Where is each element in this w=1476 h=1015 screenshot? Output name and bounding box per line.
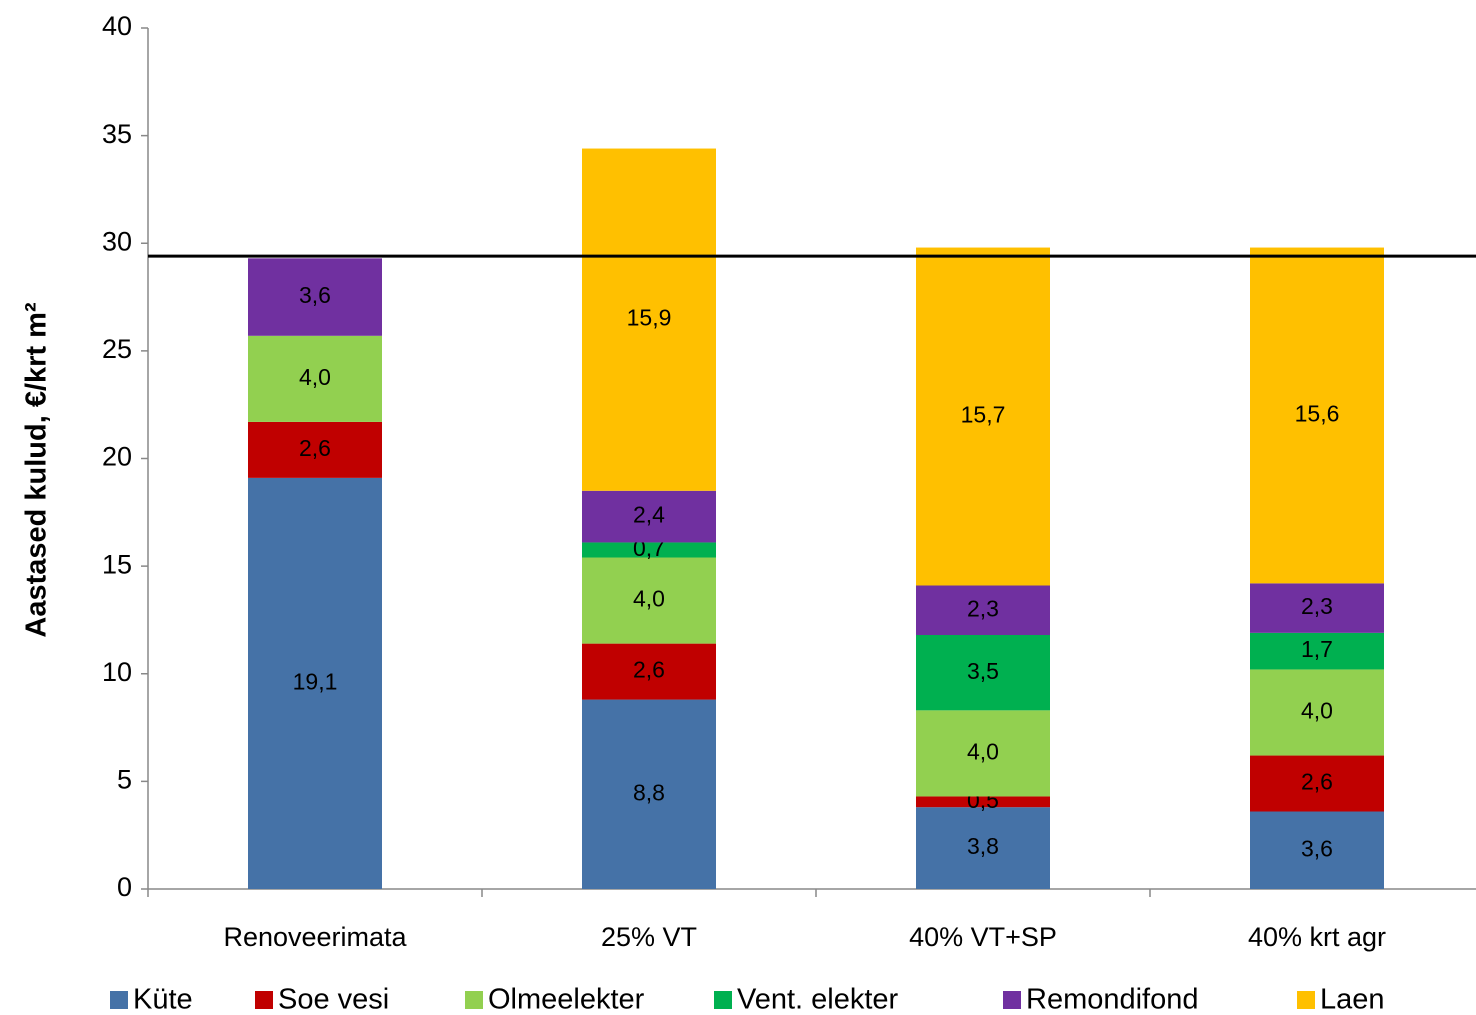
- legend-label: Vent. elekter: [737, 984, 899, 1015]
- bar-segment: [916, 635, 1050, 711]
- bar-segment: [248, 335, 382, 422]
- value-label: 2,3: [1301, 593, 1333, 619]
- y-tick-label: 10: [102, 657, 132, 687]
- legend-swatch: [110, 991, 128, 1009]
- legend-label: Küte: [133, 984, 193, 1015]
- bar-segment: [582, 643, 716, 700]
- legend-swatch: [1003, 991, 1021, 1009]
- y-tick-label: 20: [102, 442, 132, 472]
- bar-segment: [1250, 632, 1384, 670]
- value-label: 4,0: [967, 738, 999, 764]
- y-tick-label: 35: [102, 119, 132, 149]
- value-label: 3,6: [299, 282, 331, 308]
- bar-segment: [1250, 755, 1384, 812]
- bar-segment: [1250, 247, 1384, 584]
- x-tick-label: Renoveerimata: [223, 922, 407, 952]
- bar-segment: [582, 490, 716, 543]
- bar-segment: [582, 557, 716, 644]
- value-label: 4,0: [1301, 698, 1333, 724]
- value-label: 8,8: [633, 779, 665, 805]
- bar-segment: [916, 796, 1050, 808]
- bar-segment: [248, 258, 382, 336]
- value-label: 3,8: [967, 833, 999, 859]
- bar-segment: [248, 421, 382, 478]
- bar-segment: [1250, 669, 1384, 756]
- value-label: 15,9: [627, 305, 672, 331]
- y-tick-label: 30: [102, 226, 132, 256]
- value-label: 4,0: [633, 586, 665, 612]
- legend-label: Remondifond: [1026, 984, 1199, 1015]
- legend-label: Olmeelekter: [488, 984, 645, 1015]
- value-label: 2,4: [633, 502, 665, 528]
- y-tick-label: 25: [102, 334, 132, 364]
- legend-swatch: [465, 991, 483, 1009]
- value-label: 2,6: [299, 435, 331, 461]
- bar-segment: [582, 542, 716, 558]
- y-tick-label: 40: [102, 11, 132, 41]
- bar-segment: [582, 699, 716, 889]
- x-tick-label: 40% VT+SP: [909, 922, 1057, 952]
- value-label: 3,5: [967, 658, 999, 684]
- legend-swatch: [714, 991, 732, 1009]
- value-label: 2,3: [967, 595, 999, 621]
- bar-segment: [248, 477, 382, 889]
- bar-segment: [916, 247, 1050, 586]
- legend-label: Soe vesi: [278, 984, 389, 1015]
- x-tick-label: 25% VT: [601, 922, 697, 952]
- value-label: 2,6: [1301, 769, 1333, 795]
- y-tick-label: 0: [117, 872, 132, 902]
- y-axis-label: Aastased kulud, €/krt m²: [21, 302, 53, 638]
- value-label: 1,7: [1301, 636, 1333, 662]
- y-tick-label: 5: [117, 765, 132, 795]
- bar-segment: [916, 710, 1050, 797]
- bar-segment: [1250, 583, 1384, 633]
- legend-swatch: [255, 991, 273, 1009]
- value-label: 3,6: [1301, 835, 1333, 861]
- legend-label: Laen: [1320, 984, 1385, 1015]
- bar-segment: [1250, 811, 1384, 889]
- legend-swatch: [1297, 991, 1315, 1009]
- bar-segment: [916, 585, 1050, 636]
- y-tick-label: 15: [102, 549, 132, 579]
- value-label: 2,6: [633, 657, 665, 683]
- value-label: 19,1: [293, 669, 338, 695]
- bar-segment: [582, 148, 716, 491]
- x-tick-label: 40% krt agr: [1248, 922, 1386, 952]
- value-label: 4,0: [299, 364, 331, 390]
- value-label: 15,6: [1295, 401, 1340, 427]
- bar-segment: [916, 807, 1050, 889]
- value-label: 15,7: [961, 402, 1006, 428]
